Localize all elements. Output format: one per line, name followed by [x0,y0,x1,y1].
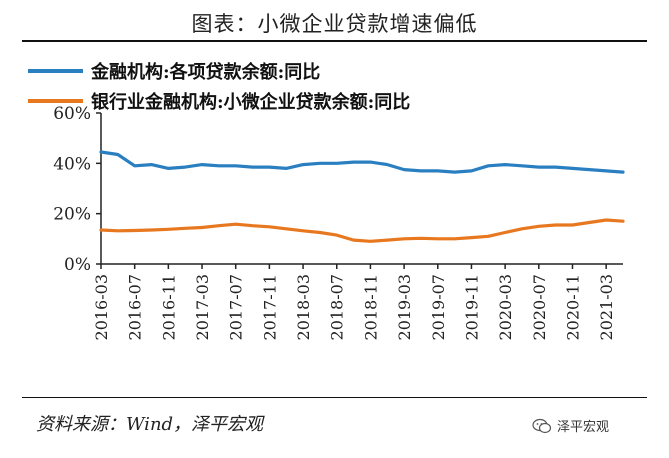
legend-label-series2: 银行业金融机构:小微企业贷款余额:同比 [91,92,411,113]
x-tick-label: 2018-07 [328,274,347,340]
x-tick-label: 2017-07 [227,274,246,340]
y-tick-label: 40% [53,154,91,174]
watermark: 泽平宏观 [532,416,609,435]
top-rule [22,40,647,42]
x-tick-label: 2021-03 [597,274,616,340]
x-tick-label: 2017-11 [260,274,279,340]
y-tick-label: 0% [64,255,91,275]
x-tick-label: 2019-07 [429,274,448,340]
source-note: 资料来源：Wind，泽平宏观 [36,414,264,435]
legend-item-series2: 银行业金融机构:小微企业贷款余额:同比 [28,88,410,114]
x-tick-label: 2018-11 [361,274,380,340]
y-tick-label: 60% [53,104,91,124]
series-line-1 [99,150,625,174]
x-tick-label: 2016-11 [159,274,178,340]
watermark-text: 泽平宏观 [557,420,610,435]
bottom-rule [22,397,647,398]
series-line-2 [99,218,625,243]
x-tick-label: 2018-03 [294,274,313,340]
x-tick-label: 2019-11 [462,274,481,340]
legend-item-series1: 金融机构:各项贷款余额:同比 [28,58,410,84]
x-tick-label: 2016-03 [92,274,111,340]
y-tick-label: 20% [53,205,91,225]
legend-swatch-series2 [28,99,83,103]
x-tick-label: 2017-03 [193,274,212,340]
legend-label-series1: 金融机构:各项贷款余额:同比 [91,62,321,83]
x-tick-label: 2020-03 [496,274,515,340]
x-tick-label: 2016-07 [126,274,145,340]
x-tick-label: 2019-03 [395,274,414,340]
legend-swatch-series1 [28,69,83,73]
x-tick-label: 2020-07 [530,274,549,340]
legend: 金融机构:各项贷款余额:同比 银行业金融机构:小微企业贷款余额:同比 [28,58,410,118]
wechat-icon [532,418,552,433]
chart-title: 图表：小微企业贷款增速偏低 [191,12,478,36]
x-tick-label: 2020-11 [563,274,582,340]
